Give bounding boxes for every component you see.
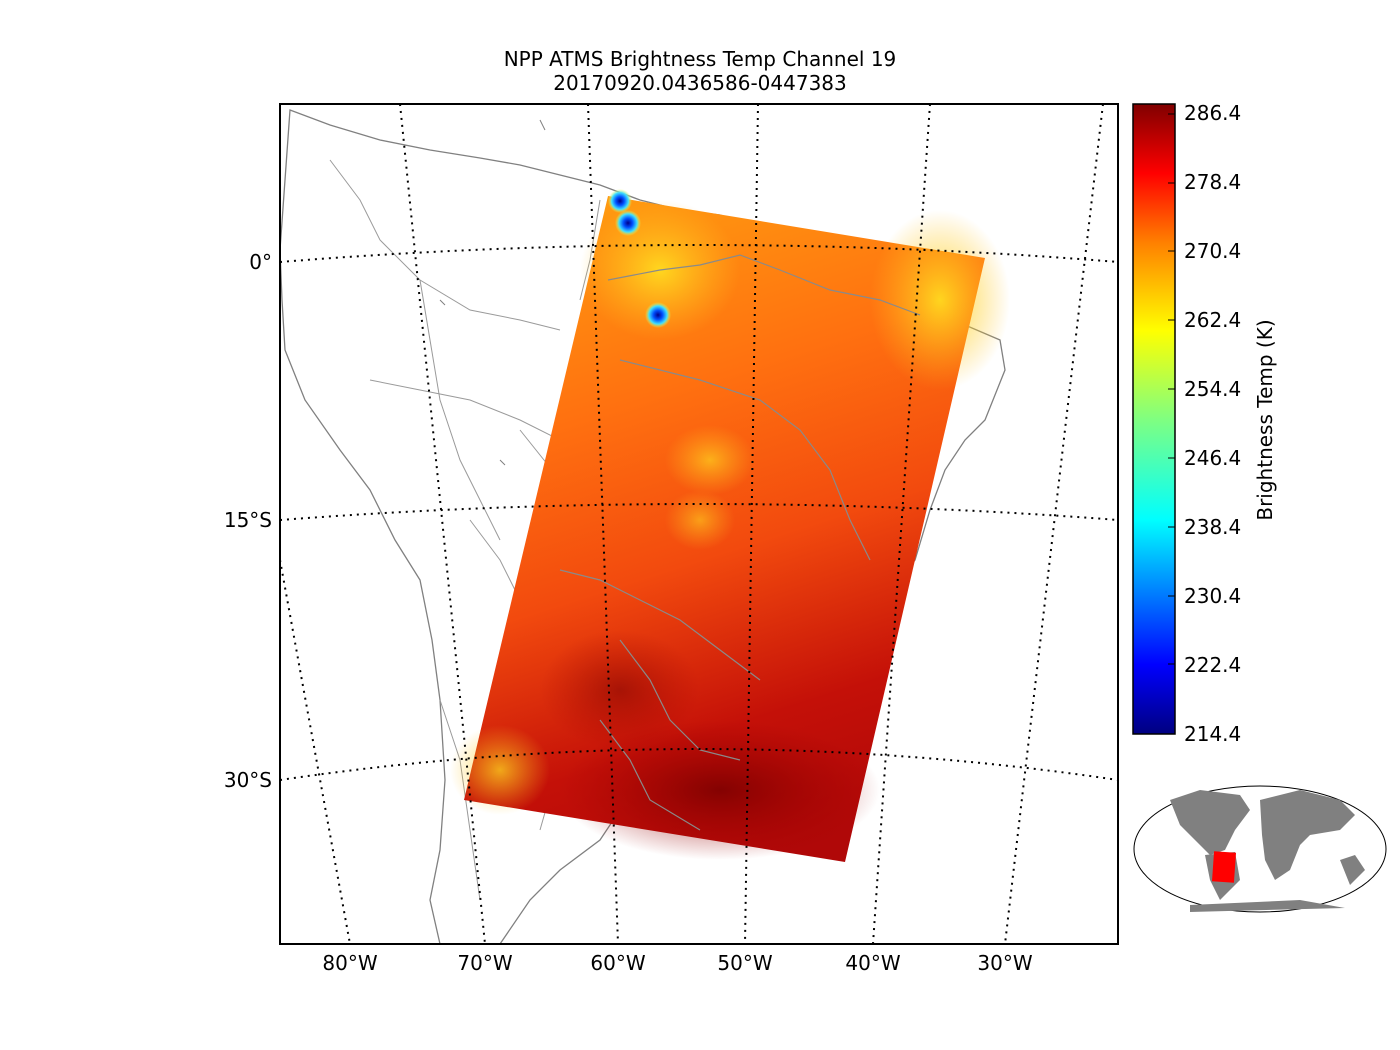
brightness-temp-swath — [450, 189, 1010, 862]
meridian-30w — [1004, 104, 1104, 944]
colorbar-tick: 262.4 — [1184, 308, 1242, 332]
lake-marks — [439, 119, 546, 466]
lon-label-30w: 30°W — [977, 951, 1033, 975]
meridian-50w — [744, 104, 759, 944]
meridian-40w — [872, 104, 931, 944]
graticule — [280, 104, 1118, 944]
colorbar-tick: 246.4 — [1184, 446, 1242, 470]
meridian-70w — [399, 104, 486, 944]
lat-label-30s: 30°S — [223, 768, 272, 792]
cold-spot-1 — [608, 189, 632, 213]
cold-spot-3 — [645, 302, 671, 328]
map-frame — [279, 103, 1119, 945]
chart-title: NPP ATMS Brightness Temp Channel 19 — [503, 47, 897, 71]
colorbar-tick: 270.4 — [1184, 239, 1242, 263]
colorbar-tick: 278.4 — [1184, 170, 1242, 194]
parallel-30s — [280, 748, 1118, 781]
locator-inset — [1133, 785, 1387, 913]
colorbar-tick: 222.4 — [1184, 653, 1242, 677]
lon-label-60w: 60°W — [590, 951, 646, 975]
colorbar-tick: 286.4 — [1184, 101, 1242, 125]
lat-label-15s: 15°S — [223, 508, 272, 532]
colorbar-label: Brightness Temp (K) — [1253, 319, 1277, 521]
lat-label-0: 0° — [249, 250, 272, 274]
lon-label-80w: 80°W — [322, 951, 378, 975]
inset-swath — [1211, 851, 1237, 883]
parallel-15s — [280, 503, 1118, 521]
meridian-60w — [587, 104, 619, 944]
lon-label-40w: 40°W — [845, 951, 901, 975]
meridian-80w — [280, 559, 351, 944]
lon-label-50w: 50°W — [717, 951, 773, 975]
colorbar-tick: 238.4 — [1184, 515, 1242, 539]
colorbar-tick: 230.4 — [1184, 584, 1242, 608]
colorbar-tick: 214.4 — [1184, 722, 1242, 746]
colorbar-tick: 254.4 — [1184, 377, 1242, 401]
lon-label-70w: 70°W — [457, 951, 513, 975]
colorbar — [1132, 103, 1176, 735]
chart-subtitle: 20170920.0436586-0447383 — [553, 71, 847, 95]
cold-spot-2 — [615, 210, 641, 236]
parallel-0 — [280, 244, 1118, 263]
